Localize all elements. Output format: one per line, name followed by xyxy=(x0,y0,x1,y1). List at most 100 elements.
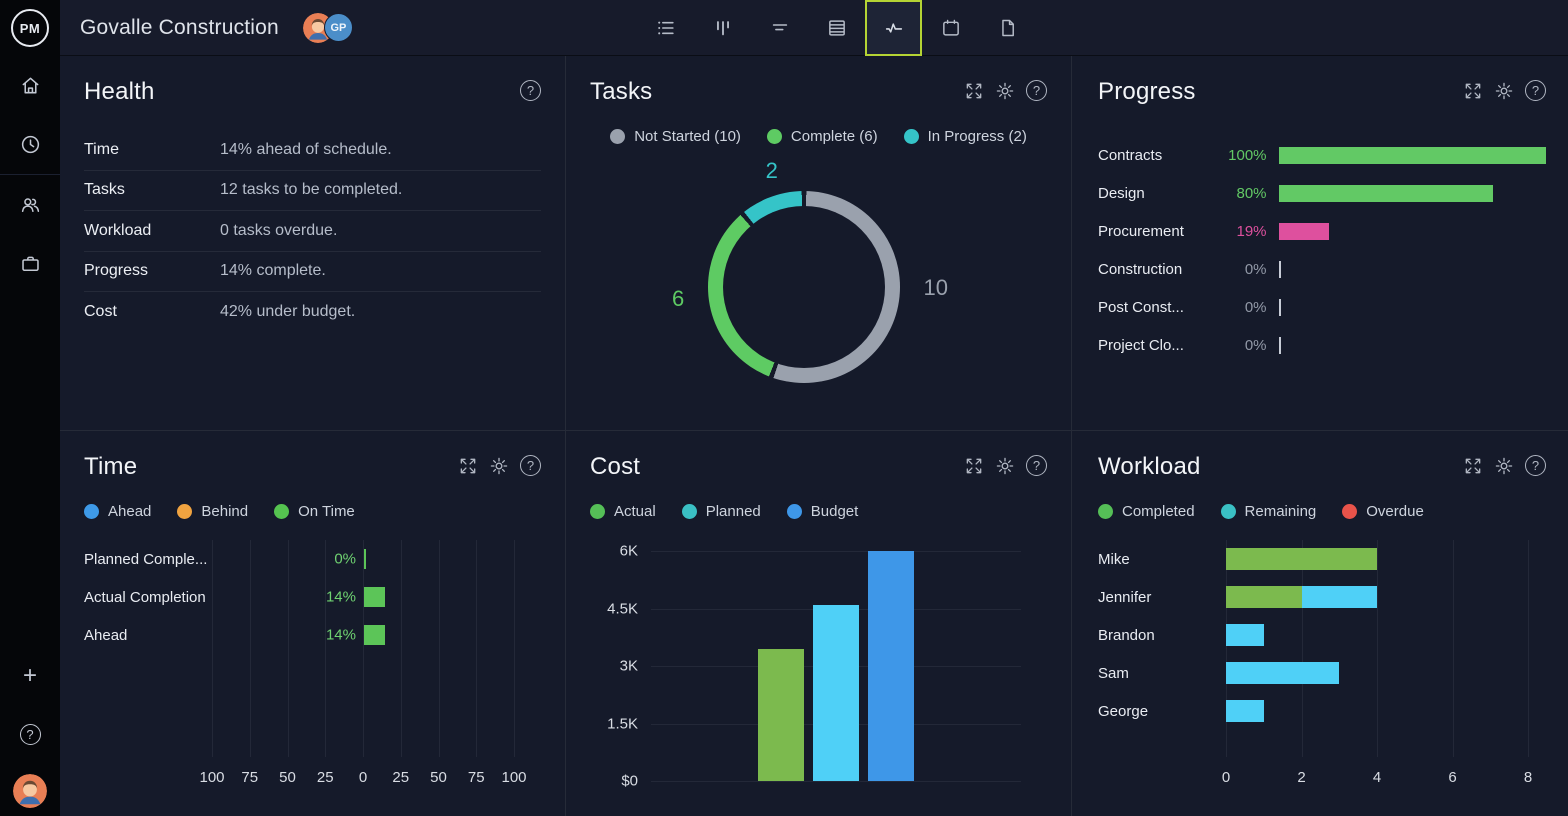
legend-item[interactable]: Planned xyxy=(681,503,761,520)
sidebar-item-home[interactable] xyxy=(0,56,60,115)
view-board-button[interactable] xyxy=(694,0,751,56)
progress-bar-track xyxy=(1278,222,1546,240)
help-button[interactable]: ? xyxy=(1026,80,1047,101)
view-dashboard-button[interactable] xyxy=(865,0,922,56)
legend-item[interactable]: Actual xyxy=(590,503,656,520)
bar-segment xyxy=(364,549,366,569)
health-row: Cost 42% under budget. xyxy=(84,292,541,333)
settings-button[interactable] xyxy=(995,81,1015,101)
help-button[interactable]: ? xyxy=(520,80,541,101)
view-sheet-button[interactable] xyxy=(808,0,865,56)
panel-health: Health ? Time 14% ahead of schedule. Tasks… xyxy=(60,56,565,430)
team-icon xyxy=(21,198,39,212)
health-row-value: 14% ahead of schedule. xyxy=(220,140,392,158)
help-button[interactable]: ? xyxy=(1525,455,1546,476)
user-avatar[interactable] xyxy=(13,774,47,808)
bar-segment-completed xyxy=(1226,548,1377,570)
clock-icon xyxy=(21,135,39,154)
sidebar-item-time[interactable] xyxy=(0,115,60,174)
legend-item[interactable]: Overdue xyxy=(1342,503,1424,520)
gridline xyxy=(1226,540,1227,757)
donut-value-in-progress: 2 xyxy=(765,158,778,183)
expand-button[interactable] xyxy=(964,81,984,101)
gridline xyxy=(476,540,478,757)
axis-tick-label: 1.5K xyxy=(607,715,638,732)
settings-button[interactable] xyxy=(489,456,509,476)
help-button[interactable]: ? xyxy=(1026,455,1047,476)
legend-item[interactable]: Remaining xyxy=(1220,503,1316,520)
health-row: Workload 0 tasks overdue. xyxy=(84,211,541,252)
panel-progress: Progress ? Contracts 100% Design 80% Procure… xyxy=(1072,56,1568,430)
add-button[interactable]: + xyxy=(0,646,60,705)
legend-item[interactable]: Not Started (10) xyxy=(610,128,741,145)
chart-row-plot xyxy=(1226,540,1528,578)
expand-button[interactable] xyxy=(458,456,478,476)
settings-button[interactable] xyxy=(1494,456,1514,476)
help-icon: ? xyxy=(520,80,541,101)
workload-chart: Mike Jennifer Brandon Sam George 0 2 4 6 8 xyxy=(1098,540,1546,789)
progress-chart: Contracts 100% Design 80% Procurement 19% Cons… xyxy=(1098,136,1547,364)
member-badge[interactable]: GP xyxy=(323,13,353,42)
panel-title-cost: Cost xyxy=(590,453,641,480)
legend-item[interactable]: Completed xyxy=(1098,503,1195,520)
chart-row-plot xyxy=(1226,578,1528,616)
help-icon: ? xyxy=(19,724,41,745)
expand-button[interactable] xyxy=(964,456,984,476)
view-docs-button[interactable] xyxy=(979,0,1036,56)
legend-item[interactable]: Complete (6) xyxy=(766,128,878,145)
chart-row-label: Actual Completion xyxy=(84,588,206,606)
panel-workload: Workload ? Completed Remaining Overdue Mik… xyxy=(1072,431,1568,816)
gridline xyxy=(325,540,327,757)
progress-bar-fill xyxy=(1278,298,1281,316)
view-switcher xyxy=(637,0,1036,56)
bar-value-label: 0% xyxy=(334,550,356,568)
axis-tick-label: 75 xyxy=(467,769,485,786)
gridline xyxy=(363,540,364,757)
tasks-legend: Not Started (10) Complete (6) In Progress … xyxy=(590,126,1047,146)
view-list-button[interactable] xyxy=(637,0,694,56)
dashboard-view-icon xyxy=(885,23,902,33)
settings-button[interactable] xyxy=(1494,81,1514,101)
sidebar-item-team[interactable] xyxy=(0,175,60,234)
legend-item[interactable]: Behind xyxy=(177,503,248,520)
legend-dot-icon xyxy=(1220,503,1236,519)
legend-item[interactable]: Ahead xyxy=(84,503,151,520)
legend-dot-icon xyxy=(766,128,782,144)
gridline xyxy=(514,540,515,757)
sidebar-item-portfolio[interactable] xyxy=(0,234,60,293)
cost-y-axis: $0 1.5K 3K 4.5K 6K xyxy=(590,543,651,790)
progress-bar-track xyxy=(1278,184,1546,202)
chart-row-label: Mike xyxy=(1098,550,1130,568)
help-button[interactable]: ? xyxy=(0,705,60,764)
legend-dot-icon xyxy=(610,128,626,144)
progress-row-value: 100% xyxy=(1228,146,1267,164)
health-row-value: 0 tasks overdue. xyxy=(220,221,338,239)
health-row: Progress 14% complete. xyxy=(84,252,541,292)
bar-planned xyxy=(813,604,859,781)
progress-row: Contracts 100% xyxy=(1098,136,1547,174)
expand-button[interactable] xyxy=(1463,456,1483,476)
legend-item[interactable]: Budget xyxy=(786,503,858,520)
bar-stack xyxy=(1226,662,1340,684)
progress-row-label: Procurement xyxy=(1098,222,1184,240)
bar-segment-remaining xyxy=(1226,662,1340,684)
help-button[interactable]: ? xyxy=(520,455,541,476)
help-icon: ? xyxy=(1026,455,1047,476)
legend-dot-icon xyxy=(1098,503,1113,519)
legend-item[interactable]: In Progress (2) xyxy=(903,128,1027,145)
progress-row-value: 80% xyxy=(1236,184,1267,202)
legend-item[interactable]: On Time xyxy=(274,503,355,520)
axis-tick-label: 6K xyxy=(619,542,638,560)
axis-tick-label: 100 xyxy=(199,769,225,786)
settings-button[interactable] xyxy=(995,456,1015,476)
view-gantt-button[interactable] xyxy=(751,0,808,56)
sidebar: PM + ? xyxy=(0,0,60,816)
progress-row-value: 19% xyxy=(1236,222,1267,240)
gridline xyxy=(287,540,289,757)
expand-button[interactable] xyxy=(1463,81,1483,101)
help-button[interactable]: ? xyxy=(1525,80,1546,101)
pm-logo[interactable]: PM xyxy=(0,0,60,56)
expand-icon xyxy=(1465,83,1481,98)
view-calendar-button[interactable] xyxy=(922,0,979,56)
help-icon: ? xyxy=(1525,455,1546,476)
